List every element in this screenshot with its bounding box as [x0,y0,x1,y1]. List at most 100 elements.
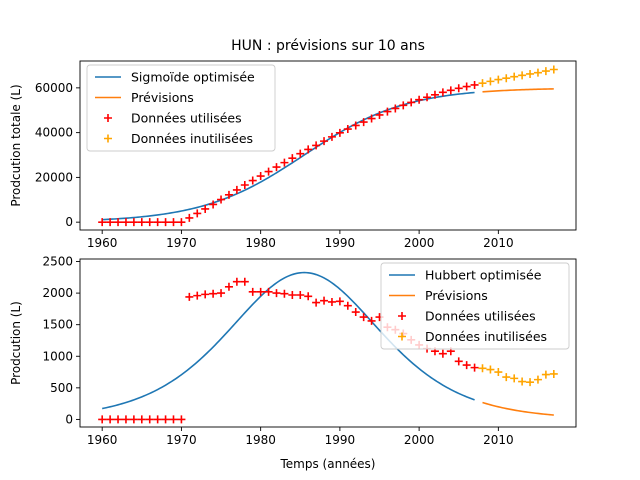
unused-data-point [510,374,519,383]
cumulative-production-chart: 1960 1970 1980 1990 2000 2010 0 20000 40000 60000… [9,60,577,250]
used-data-point [359,118,368,127]
unused-data-point [478,364,487,373]
used-data-point [106,415,115,424]
x-tick-label: 1990 [325,236,356,250]
used-data-point [248,176,257,185]
used-data-point [272,289,281,298]
used-data-point [343,125,352,134]
used-data-point [296,291,305,299]
y-tick-label: 20000 [35,170,73,184]
unused-data-point [526,378,535,387]
used-data-point [335,297,344,306]
used-data-point [256,172,265,181]
used-data-point [264,287,273,296]
used-data-point [399,101,408,110]
used-data-point [359,313,368,322]
used-data-point [367,316,376,325]
x-tick-label: 2010 [483,433,514,447]
used-data-point [391,104,400,113]
legend-label: Données utilisées [131,111,242,126]
used-data-point [280,289,289,298]
axes-frame [79,258,577,428]
unused-data-point [533,375,542,384]
used-data-point [423,93,432,102]
x-tick-label: 2010 [483,236,514,250]
used-data-point [185,213,194,222]
legend-box [86,64,276,152]
used-data-point [256,287,265,296]
used-data-point [153,415,162,424]
used-data-point [137,218,146,227]
used-data-point [367,114,376,123]
used-data-point [304,145,313,154]
legend-marker-swatch [398,332,406,341]
used-data-point [209,200,218,209]
used-data-point [320,296,329,305]
used-data-point [201,290,210,299]
y-tick-label: 500 [50,381,73,395]
legend-marker-swatch [104,134,112,143]
legend-marker-swatch [104,114,112,122]
used-data-point [161,415,170,424]
x-tick-label: 1970 [166,433,197,447]
x-tick-label: 1960 [87,433,118,447]
unused-data-point [502,74,511,83]
used-data-point [201,204,210,213]
used-data-point [137,415,146,424]
used-data-point [169,218,178,227]
used-data-point [145,218,154,227]
unused-data-point [541,370,550,379]
legend-label: Prévisions [131,90,194,105]
y-tick-label: 1500 [42,318,73,332]
used-data-point [430,90,439,99]
figure-title: HUN : prévisions sur 10 ans [231,38,425,54]
used-data-point [240,181,249,190]
used-data-point [217,289,226,298]
used-data-point [462,361,471,370]
used-data-point [98,415,107,424]
used-data-point [224,190,233,199]
legend-label: Hubbert optimisée [425,268,542,283]
unused-data-point [518,71,527,80]
used-data-point [145,415,154,424]
legend: Hubbert optimisée Prévisions Données utili… [380,262,570,350]
used-data-point [248,287,257,296]
x-tick-label: 1980 [245,433,276,447]
unused-data-point [494,368,503,377]
used-data-point [129,218,138,227]
x-tick-label: 1990 [325,433,356,447]
legend-box [380,262,570,350]
used-data-point [121,218,130,227]
legend-label: Données inutilisées [131,131,253,146]
used-data-point [438,88,447,97]
used-data-point [312,298,321,307]
used-data-point [209,289,218,298]
legend-marker-swatch [398,312,406,320]
used-data-point [153,218,162,227]
used-data-point [415,95,424,104]
used-data-point [272,163,281,172]
x-axis-label: Temps (années) [280,457,376,471]
used-data-point [288,154,297,163]
used-data-point [217,195,226,204]
used-data-point [121,415,130,424]
used-data-point [407,98,416,107]
x-tick-label: 1960 [87,236,118,250]
unused-data-point [510,72,519,81]
y-axis-label: Prodcution (L) [9,301,23,385]
used-data-point [383,107,392,116]
fit-curve [102,271,475,410]
legend: Sigmoïde optimisée Prévisions Données util… [86,64,276,152]
unused-data-point [549,65,558,74]
y-tick-label: 2500 [42,255,73,269]
used-data-point [193,209,202,218]
y-tick-label: 1000 [42,349,73,363]
used-data-point [169,415,178,424]
unused-data-point [541,67,550,76]
used-data-point [161,218,170,227]
used-data-point [177,415,186,424]
used-data-point [232,185,241,194]
used-data-point [327,132,336,141]
unused-data-point [518,377,527,386]
